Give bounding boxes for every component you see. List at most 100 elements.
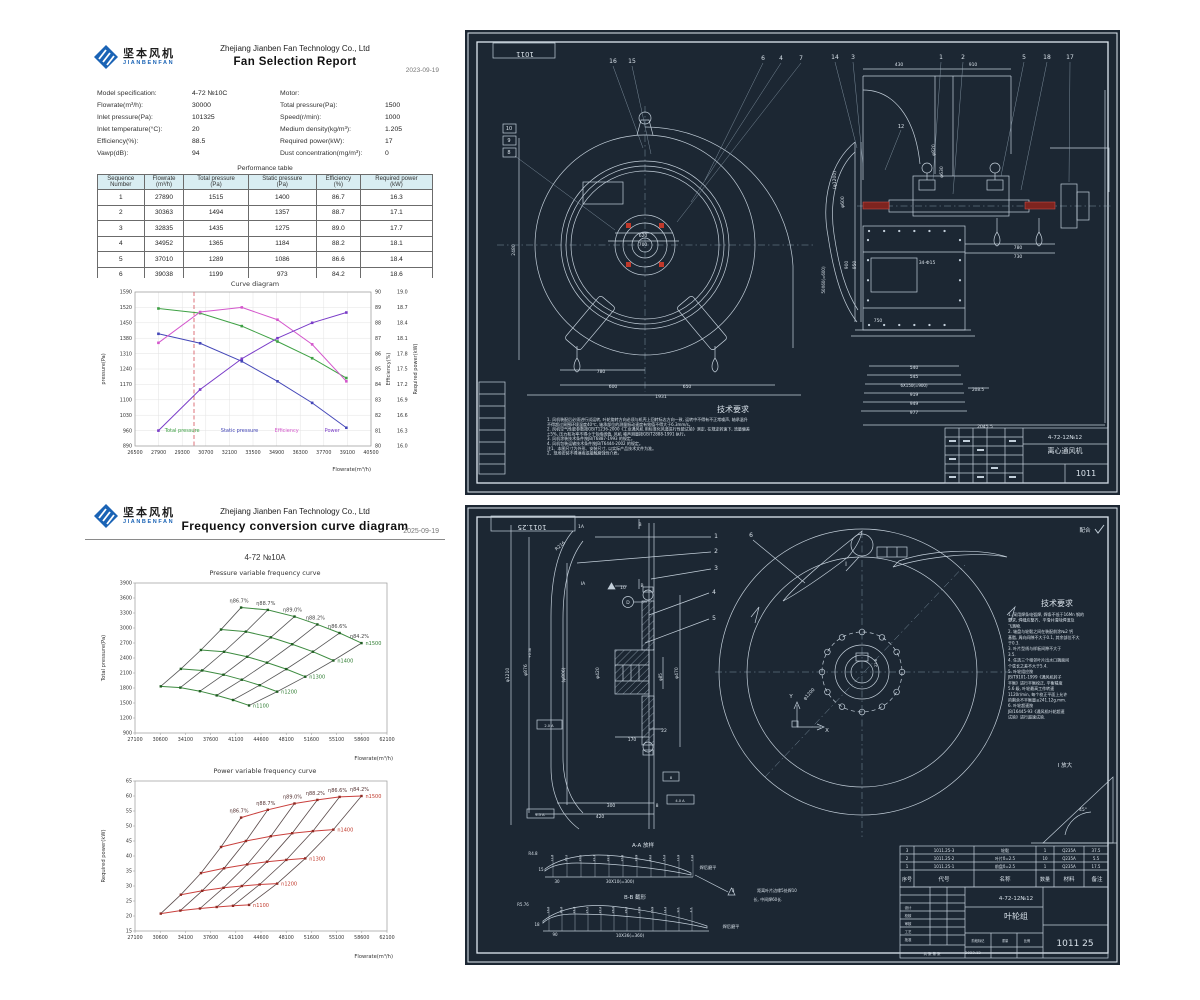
cad-annotation: 前盘δ=2.5 bbox=[995, 863, 1016, 869]
cad-annotation: 28.6 bbox=[611, 907, 615, 914]
tech-requirement-line: 4. 风机包装运输技术条件按JB/T6444-2002 的规定。 bbox=[547, 440, 643, 446]
spec-row: Vawp(dB): 94 bbox=[97, 150, 272, 162]
table-cell: 88.7 bbox=[315, 204, 361, 221]
x-tick: 62100 bbox=[379, 737, 394, 743]
cad-annotation: 21.9 bbox=[637, 907, 641, 914]
cad-annotation: 4-72-12№12 bbox=[999, 896, 1033, 902]
x-tick: 40500 bbox=[363, 450, 378, 456]
cad-annotation: φ85 bbox=[658, 673, 663, 681]
y-axis-label: pressure(Pa) bbox=[101, 353, 107, 384]
table-cell: 30363 bbox=[143, 204, 185, 221]
cad-annotation: 22.5 bbox=[606, 855, 610, 862]
cad-annotation: 3 bbox=[851, 54, 855, 61]
cad-annotation: 1011.25-3 bbox=[934, 848, 955, 853]
cad-annotation: 6 bbox=[761, 55, 765, 62]
y-tick: 15 bbox=[126, 929, 132, 935]
x-tick: 41100 bbox=[228, 737, 243, 743]
spec-label: Inlet pressure(Pa): bbox=[97, 114, 153, 121]
y-tick-power: 18.4 bbox=[397, 321, 408, 327]
y-tick: 25 bbox=[126, 899, 132, 905]
table-cell: 18.1 bbox=[359, 235, 434, 252]
x-tick: 55100 bbox=[329, 737, 344, 743]
y-tick-power: 16.0 bbox=[397, 444, 408, 450]
speed-label: n1500 bbox=[365, 794, 381, 800]
cad-annotation: Q235A bbox=[1062, 856, 1076, 861]
cad-annotation: 780 bbox=[1014, 245, 1023, 251]
tech-requirement-line: 1. 采用焊条电弧焊, 焊条不低于16Mn 钢的 bbox=[1008, 611, 1084, 617]
efficiency-label: η88.7% bbox=[256, 601, 275, 607]
cad-annotation: IA bbox=[581, 581, 586, 587]
cad-annotation: 2023.12 bbox=[965, 950, 981, 955]
table-cell: 17.1 bbox=[359, 204, 434, 221]
freq-doc-title: Frequency conversion curve diagram bbox=[181, 519, 409, 533]
cad-annotation: 545 bbox=[910, 374, 919, 380]
efficiency-label: η86.7% bbox=[230, 809, 249, 815]
spec-row: Required power(kW): 17 bbox=[280, 138, 440, 150]
speed-label: n1300 bbox=[309, 856, 325, 862]
cad-annotation: 4.0 A bbox=[675, 799, 685, 803]
spec-label: Motor: bbox=[280, 90, 300, 97]
table-cell: 2 bbox=[97, 204, 145, 221]
tech-requirement-line: 6. 叶轮超速按 bbox=[1008, 702, 1033, 708]
y-tick-power: 16.3 bbox=[397, 428, 408, 434]
table-cell: 88.2 bbox=[315, 235, 361, 252]
y-tick-efficiency: 83 bbox=[375, 398, 381, 404]
spec-value: 30000 bbox=[192, 102, 211, 109]
cad-annotation: 620 bbox=[639, 233, 648, 239]
table-row: 5 37010 1289 1086 86.6 18.4 bbox=[97, 251, 434, 268]
report-date: 2023-09-19 bbox=[405, 67, 439, 74]
y-tick-pressure: 960 bbox=[123, 428, 132, 434]
company-logo-icon bbox=[94, 45, 118, 69]
cad-annotation: 1011 25 bbox=[1056, 939, 1093, 949]
logo-en-text: JIANBENFAN bbox=[123, 60, 175, 67]
cad-annotation: 4.5 A bbox=[535, 813, 545, 817]
y-tick-pressure: 1310 bbox=[120, 351, 132, 357]
y-tick-efficiency: 82 bbox=[375, 413, 381, 419]
table-cell: 34952 bbox=[143, 235, 185, 252]
performance-table-caption: Performance table bbox=[237, 165, 293, 172]
table-row: 4 34952 1365 1184 88.2 18.1 bbox=[97, 235, 434, 252]
cad-annotation: B bbox=[640, 583, 643, 589]
y-tick: 50 bbox=[126, 824, 132, 830]
spec-value: 1500 bbox=[385, 102, 401, 109]
spec-value: 101325 bbox=[192, 114, 215, 121]
speed-label: n1500 bbox=[365, 641, 381, 647]
cad-annotation: 工艺 bbox=[905, 929, 912, 934]
cad-annotation: 比例 bbox=[1024, 938, 1030, 943]
cad-annotation: 15 bbox=[538, 867, 544, 872]
cad-annotation: 27.4 bbox=[598, 907, 602, 914]
tech-requirement-line: 3. 风机涂装技术条件按JB/T6887-1993 的规定。 bbox=[547, 435, 635, 441]
y-tick-pressure: 1240 bbox=[120, 367, 132, 373]
cad-annotation: 16 bbox=[609, 58, 617, 65]
x-tick: 51600 bbox=[304, 737, 319, 743]
cad-annotation: 949 bbox=[910, 401, 919, 407]
cad-annotation: B bbox=[638, 522, 641, 528]
tech-requirement-line: 1120r/min, 每个校正平面上允许 bbox=[1008, 691, 1067, 697]
tech-requirement-line: 个弦长之差不大于5.4. bbox=[1008, 662, 1048, 668]
efficiency-label: η86.6% bbox=[328, 624, 347, 630]
cad-annotation: I bbox=[845, 561, 847, 568]
x-tick: 30600 bbox=[153, 737, 168, 743]
y-tick-power: 18.7 bbox=[397, 305, 408, 311]
cad-annotation: φ630 bbox=[939, 166, 945, 178]
cad-annotation: 10 bbox=[620, 585, 626, 591]
cad-annotation: B-B 截形 bbox=[624, 893, 647, 901]
chart-title: Pressure variable frequency curve bbox=[210, 569, 321, 577]
speed-label: n1300 bbox=[309, 675, 325, 681]
table-cell: 32835 bbox=[143, 220, 185, 237]
x-tick: 51600 bbox=[304, 935, 319, 941]
tech-requirement-line: 的剩余不平衡量≤241.12g.mm. bbox=[1008, 697, 1066, 703]
table-header: Required power (kW) bbox=[359, 174, 434, 190]
cad-annotation: 11.8 bbox=[550, 855, 554, 862]
y-axis-label: Required power(kW) bbox=[101, 830, 107, 883]
efficiency-label: η89.0% bbox=[283, 608, 302, 614]
cad-annotation: 45° bbox=[1079, 807, 1087, 813]
spec-value: 17 bbox=[385, 138, 393, 145]
cad-annotation: 校核 bbox=[905, 913, 912, 918]
cad-annotation: I 放大 bbox=[1058, 761, 1073, 769]
x-tick: 58600 bbox=[354, 935, 369, 941]
cad-annotation: 4 bbox=[779, 55, 783, 62]
cad-annotation: 28.2 bbox=[624, 907, 628, 914]
spec-row: Motor: bbox=[280, 90, 440, 102]
cad-annotation: X bbox=[825, 728, 829, 734]
